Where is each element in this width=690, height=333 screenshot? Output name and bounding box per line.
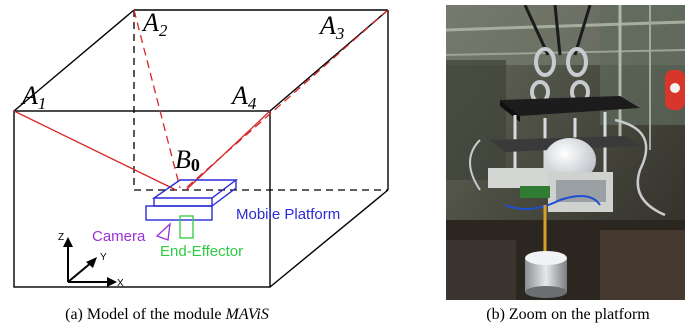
- axis-y-label: Y: [100, 252, 107, 263]
- cable-a3: [185, 9, 389, 189]
- caption-a-prefix: (a) Model of the module: [65, 306, 226, 323]
- caption-a: (a) Model of the module MAViS: [36, 304, 298, 326]
- platform-side-right: [211, 180, 237, 207]
- cable-a1: [13, 110, 177, 191]
- platform-top: [151, 179, 239, 199]
- cable-a2: [133, 9, 181, 189]
- front-face: [13, 110, 271, 288]
- axis-x-label: X: [117, 278, 124, 289]
- label-a3: A3: [318, 11, 344, 43]
- label-b0: B0: [175, 145, 200, 175]
- edge-a1-a2: [13, 9, 135, 112]
- edge-bottom-right: [269, 189, 389, 288]
- edge-a4-a3: [269, 9, 389, 112]
- axes-icon: [63, 237, 117, 287]
- caption-b: (b) Zoom on the platform: [452, 304, 684, 326]
- mobile-platform-label: Mobile Platform: [236, 206, 340, 223]
- label-a1: A1: [20, 81, 46, 113]
- hidden-edges: [133, 10, 388, 191]
- photo-platform-closeup: [446, 5, 685, 300]
- caption-a-title: MAViS: [225, 306, 269, 323]
- frame-box: [13, 9, 389, 288]
- cables: [13, 9, 389, 191]
- camera-label: Camera: [92, 228, 146, 245]
- platform-side-front: [153, 198, 213, 207]
- platform-bottom: [145, 205, 213, 221]
- panel-b-photo: [446, 5, 685, 300]
- end-effector-label: End-Effector: [160, 243, 243, 260]
- camera-icon: [155, 222, 171, 241]
- mobile-platform: [145, 179, 239, 221]
- label-a2: A2: [141, 8, 168, 40]
- end-effector-icon: [179, 215, 194, 239]
- label-a4: A4: [230, 81, 257, 113]
- caption-b-text: (b) Zoom on the platform: [486, 306, 650, 323]
- panel-a-model: Z Y X A1 A2 A3 A4 B0 Mobile Platform Cam…: [13, 8, 389, 289]
- axis-z-label: Z: [58, 232, 64, 243]
